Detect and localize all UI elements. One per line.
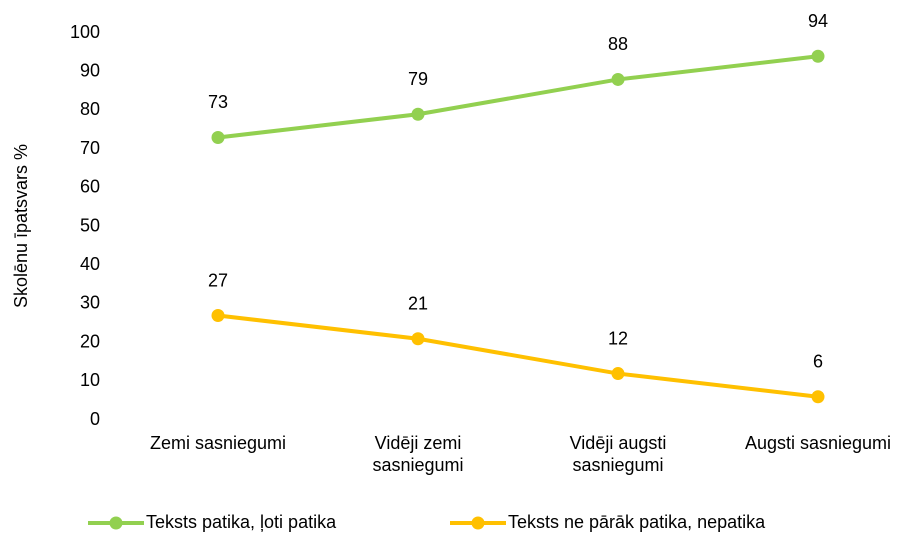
- data-label: 27: [208, 270, 228, 290]
- data-point: [411, 107, 425, 121]
- legend-label: Teksts ne pārāk patika, nepatika: [508, 512, 766, 532]
- data-label: 6: [813, 352, 823, 372]
- y-tick-label: 30: [80, 293, 100, 313]
- data-label: 73: [208, 92, 228, 112]
- data-point: [811, 49, 825, 63]
- data-point: [211, 309, 225, 323]
- data-label: 94: [808, 11, 828, 31]
- legend-label: Teksts patika, ļoti patika: [146, 512, 337, 532]
- data-label: 79: [408, 69, 428, 89]
- x-tick-label: Augsti sasniegumi: [744, 433, 892, 453]
- series-line: [217, 54, 819, 140]
- x-tick-label: Zemi sasniegumi: [149, 433, 287, 453]
- y-axis-label: Skolēnu īpatsvars %: [11, 144, 31, 308]
- y-tick-label: 80: [80, 99, 100, 119]
- data-label: 88: [608, 34, 628, 54]
- data-point: [611, 367, 625, 381]
- data-point: [611, 72, 625, 86]
- y-tick-label: 90: [80, 60, 100, 80]
- series-line: [217, 313, 819, 399]
- data-label: 21: [408, 293, 428, 313]
- y-tick-label: 60: [80, 177, 100, 197]
- y-tick-label: 0: [90, 409, 100, 429]
- x-tick-label: Vidēji augsti sasniegumi: [569, 433, 667, 475]
- data-point: [811, 390, 825, 404]
- y-tick-label: 100: [70, 22, 100, 42]
- data-label: 12: [608, 328, 628, 348]
- y-tick-label: 20: [80, 331, 100, 351]
- legend-marker: [109, 516, 123, 530]
- y-tick-label: 10: [80, 370, 100, 390]
- y-tick-label: 50: [80, 215, 100, 235]
- y-tick-label: 40: [80, 254, 100, 274]
- data-point: [411, 332, 425, 346]
- legend-marker: [471, 516, 485, 530]
- y-tick-label: 70: [80, 138, 100, 158]
- data-point: [211, 130, 225, 144]
- x-tick-label: Vidēji zemi sasniegumi: [372, 433, 464, 475]
